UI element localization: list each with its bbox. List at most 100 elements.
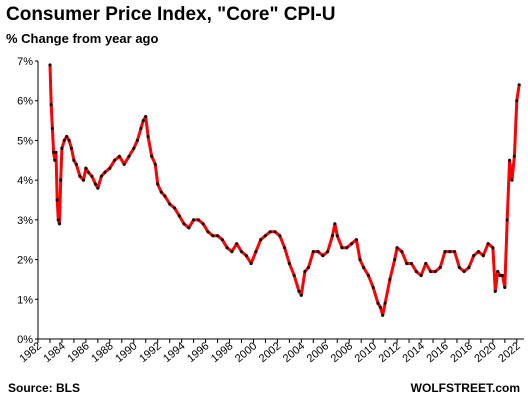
data-point — [345, 246, 349, 250]
y-tick-label: 3% — [17, 215, 33, 227]
data-point — [201, 222, 205, 226]
data-point — [330, 234, 335, 238]
data-point — [93, 182, 98, 186]
data-point — [457, 265, 461, 270]
brand-logo-text: WOLFSTREET.com — [410, 381, 520, 395]
data-point — [132, 146, 136, 150]
data-point — [249, 261, 253, 266]
data-point — [287, 261, 291, 266]
data-point — [48, 63, 52, 67]
data-point — [503, 285, 507, 289]
data-point — [177, 214, 181, 218]
data-point — [498, 273, 502, 278]
data-point — [57, 222, 62, 226]
data-point — [187, 226, 191, 230]
x-tick-label: 1996 — [185, 340, 211, 365]
data-point — [69, 146, 74, 150]
data-point — [99, 174, 103, 178]
data-point — [159, 190, 163, 194]
data-point — [196, 218, 200, 222]
data-point — [84, 166, 88, 170]
data-point — [292, 273, 296, 278]
data-point — [316, 250, 320, 254]
data-point — [419, 273, 423, 278]
data-point — [472, 254, 476, 258]
data-point — [429, 269, 433, 274]
data-point — [508, 158, 512, 162]
data-point — [54, 150, 58, 154]
data-point — [350, 242, 354, 246]
data-point — [263, 234, 267, 238]
data-point — [117, 154, 121, 158]
data-point — [400, 250, 404, 254]
data-point — [388, 277, 392, 281]
data-point — [150, 154, 154, 158]
y-tick-label: 0% — [17, 334, 33, 346]
x-tick-label: 2008 — [329, 340, 355, 365]
data-point — [141, 119, 145, 123]
x-tick-label: 2002 — [257, 340, 283, 365]
data-point — [86, 170, 90, 174]
data-point — [49, 103, 53, 107]
data-point — [65, 134, 69, 139]
data-point — [182, 222, 186, 226]
data-point — [453, 250, 457, 254]
x-tick-label: 2020 — [472, 340, 498, 365]
data-point — [192, 218, 196, 222]
data-point — [168, 202, 172, 206]
data-point — [340, 246, 344, 250]
data-point — [103, 170, 107, 174]
x-tick-label: 1986 — [65, 340, 91, 365]
data-point — [81, 178, 86, 182]
data-point — [424, 261, 428, 266]
x-tick-label: 1992 — [137, 340, 163, 365]
x-axis-ticks: 1982198419861988199019921994199619982000… — [17, 339, 523, 365]
data-point — [383, 301, 387, 305]
data-point — [273, 230, 277, 234]
data-point — [60, 146, 64, 150]
x-tick-label: 1984 — [41, 340, 67, 365]
data-point — [283, 246, 287, 250]
y-tick-label: 6% — [17, 96, 33, 108]
data-point — [96, 186, 100, 190]
data-point — [381, 313, 385, 317]
data-point — [414, 269, 418, 274]
data-point — [354, 238, 358, 242]
x-tick-label: 1994 — [161, 340, 187, 365]
data-point — [510, 178, 514, 182]
data-point — [50, 126, 55, 131]
data-point — [376, 301, 380, 305]
data-point — [62, 138, 66, 142]
data-point — [55, 198, 59, 202]
data-point — [433, 269, 437, 274]
x-tick-label: 2018 — [448, 340, 474, 365]
chart-subtitle: % Change from year ago — [6, 31, 159, 46]
data-point — [448, 250, 452, 254]
data-point — [493, 289, 497, 293]
data-point — [505, 218, 509, 222]
data-point — [153, 162, 157, 166]
data-point — [500, 273, 505, 278]
source-note: Source: BLS — [8, 381, 81, 395]
y-tick-label: 5% — [17, 135, 33, 147]
data-point — [496, 269, 500, 274]
data-point — [67, 138, 71, 142]
data-point — [220, 238, 224, 242]
data-point — [362, 265, 366, 270]
data-point — [366, 273, 370, 278]
y-tick-label: 4% — [17, 175, 33, 187]
data-point — [311, 250, 315, 254]
data-point — [59, 178, 63, 182]
x-tick-label: 2012 — [377, 340, 403, 365]
y-axis-ticks: 0% 1% 2% 3% 4% 5% 6% 7% — [17, 56, 38, 346]
data-point — [113, 158, 117, 162]
x-tick-label: 2014 — [401, 340, 427, 365]
chart-title: Consumer Price Index, "Core" CPI-U — [6, 4, 336, 25]
data-point — [122, 162, 126, 166]
x-tick-label: 2006 — [305, 340, 331, 365]
data-point — [517, 83, 521, 87]
data-point — [481, 254, 485, 258]
data-point — [512, 154, 517, 158]
x-tick-label: 1998 — [209, 340, 235, 365]
